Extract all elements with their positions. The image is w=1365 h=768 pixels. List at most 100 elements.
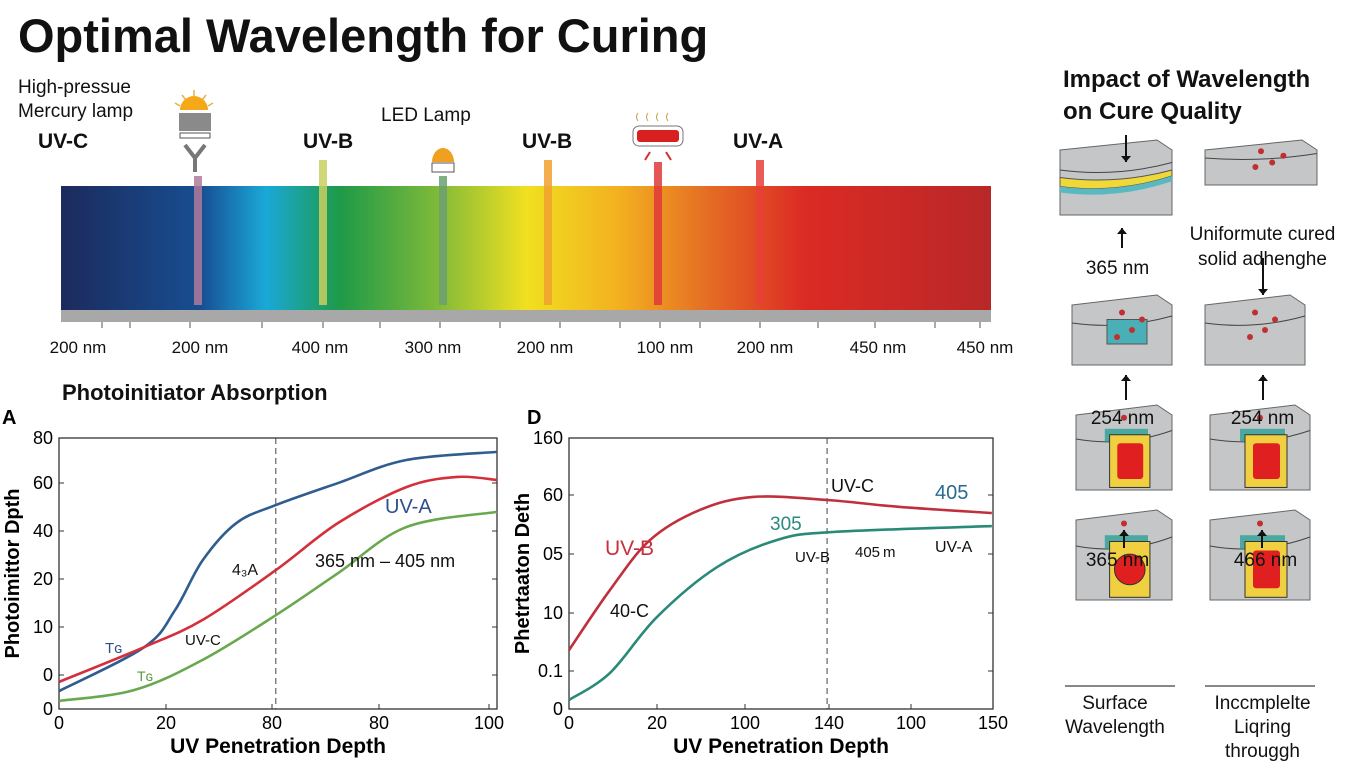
block <box>1059 139 1173 216</box>
red-dot <box>1252 309 1258 316</box>
y-tick-label: 05 <box>543 544 563 564</box>
led-lamp-icon <box>431 148 455 173</box>
cure-diagram <box>1209 404 1311 491</box>
band-label-uva: UV-A <box>733 130 784 153</box>
red-core <box>1253 443 1280 479</box>
label-wavelength: Wavelength <box>1065 717 1165 738</box>
y-tick-label: 80 <box>33 428 53 448</box>
wavelength-marker <box>319 160 327 305</box>
cure-diagram <box>1204 294 1306 366</box>
red-dot <box>1257 520 1263 527</box>
label-254nm-left: 254 nm <box>1090 408 1155 429</box>
right-panel-title-line1: Impact of Wavelength <box>1063 66 1311 93</box>
y-axis-label: Phetrtaaton Deth <box>512 493 534 654</box>
label-incomplete-1: Inccmplelte <box>1214 693 1311 714</box>
page-title: Optimal Wavelength for Curing <box>18 9 709 62</box>
arrow-head-icon <box>1119 530 1129 536</box>
band-label-uvb-2: UV-B <box>522 130 573 153</box>
arrow-head-icon <box>1258 289 1268 295</box>
label-uniform-line2: solid adhenghe <box>1198 249 1327 270</box>
block <box>1204 294 1306 366</box>
red-dot <box>1119 309 1125 316</box>
red-dot <box>1129 327 1135 333</box>
red-dot <box>1121 414 1127 421</box>
x-tick-label: 100 <box>474 713 504 733</box>
cure-diagram <box>1209 509 1311 601</box>
annotation: UV-B <box>795 549 830 566</box>
arrow-head-icon <box>1258 375 1268 381</box>
red-dot <box>1280 152 1287 159</box>
label-incomplete: Inccmplelte Liqring througgh <box>1200 692 1325 764</box>
layer-line <box>1059 162 1173 173</box>
wavelength-marker <box>194 176 202 305</box>
y-tick-label: 10 <box>33 617 53 637</box>
teal-layer <box>1106 319 1148 345</box>
spectrum-tick-label: 400 nm <box>291 338 349 357</box>
label-incomplete-2: Liqring <box>1233 717 1292 738</box>
red-dot <box>1269 159 1276 166</box>
y-axis-label: Photoimittor Dpth <box>2 489 24 659</box>
x-axis-label: UV Penetration Depth <box>673 735 889 758</box>
red-dot <box>1114 334 1120 340</box>
plot-frame <box>58 437 498 710</box>
cure-diagram <box>1075 404 1173 491</box>
x-tick-label: 80 <box>369 713 389 733</box>
right-panel-title-line2: on Cure Quality <box>1063 98 1242 125</box>
wavelength-marker <box>439 176 447 305</box>
block <box>1204 139 1318 186</box>
x-tick-label: 20 <box>156 713 176 733</box>
red-dot <box>1257 414 1263 421</box>
red-dot <box>1252 164 1259 170</box>
label-254nm-right: 254 nm <box>1230 408 1295 429</box>
led-lamp-label: LED Lamp <box>381 105 471 126</box>
label-uniform-cured: Uniformute cured solid adhenghe <box>1175 222 1350 272</box>
spectrum-tick-label: 200 nm <box>171 338 229 357</box>
red-dot <box>1121 520 1127 527</box>
annotation: 40-C <box>610 601 649 621</box>
cure-quality-diagrams <box>1059 135 1318 687</box>
wavelength-marker <box>756 160 764 305</box>
annotation: 405 m <box>855 544 896 561</box>
spectrum-tick-label: 100 nm <box>636 338 694 357</box>
y-tick-label: 60 <box>33 473 53 493</box>
y-tick-label: 0.1 <box>538 661 563 681</box>
y-tick-label: 0 <box>43 665 53 685</box>
spectrum-tick-label: 450 nm <box>956 338 1014 357</box>
red-dot <box>1247 334 1253 340</box>
series-line <box>58 510 498 703</box>
annotation: Tɢ <box>105 640 123 657</box>
label-365nm-2: 365 nm <box>1085 550 1150 571</box>
label-365nm: 365 nm <box>1085 258 1150 279</box>
spectrum-bar <box>61 90 991 328</box>
series-line <box>568 524 992 702</box>
y-tick-label: 0 <box>43 699 53 719</box>
cure-diagram <box>1075 509 1173 601</box>
panel-label: D <box>527 407 541 429</box>
annotation: 365 nm – 405 nm <box>315 551 455 571</box>
red-core <box>1253 550 1280 589</box>
red-dot <box>1139 316 1145 323</box>
x-tick-label: 80 <box>262 713 282 733</box>
y-tick-label: 10 <box>543 603 563 623</box>
x-tick-label: 100 <box>730 713 760 733</box>
band-label-uvc: UV-C <box>38 130 89 153</box>
mercury-lamp-icon <box>174 90 214 172</box>
y-tick-label: 0 <box>553 699 563 719</box>
cure-diagram <box>1071 294 1173 366</box>
annotation: 405 <box>935 482 968 504</box>
label-incomplete-3: througgh <box>1224 741 1300 762</box>
x-tick-label: 0 <box>564 713 574 733</box>
label-surface-wavelength: Surface Wavelength <box>1055 692 1175 740</box>
layer-line <box>1204 153 1318 160</box>
arrow-head-icon <box>1117 228 1127 234</box>
wavelength-marker <box>544 160 552 305</box>
band-label-uvb: UV-B <box>303 130 354 153</box>
cure-diagram <box>1204 139 1318 186</box>
section-title: Photoinitiator Absorption <box>62 380 328 405</box>
spectrum-tick-label: 300 nm <box>404 338 462 357</box>
spectrum-tick-label: 200 nm <box>516 338 574 357</box>
spectrum-tick-label: 450 nm <box>849 338 907 357</box>
label-surface: Surface <box>1082 693 1148 714</box>
red-dot <box>1262 327 1268 333</box>
